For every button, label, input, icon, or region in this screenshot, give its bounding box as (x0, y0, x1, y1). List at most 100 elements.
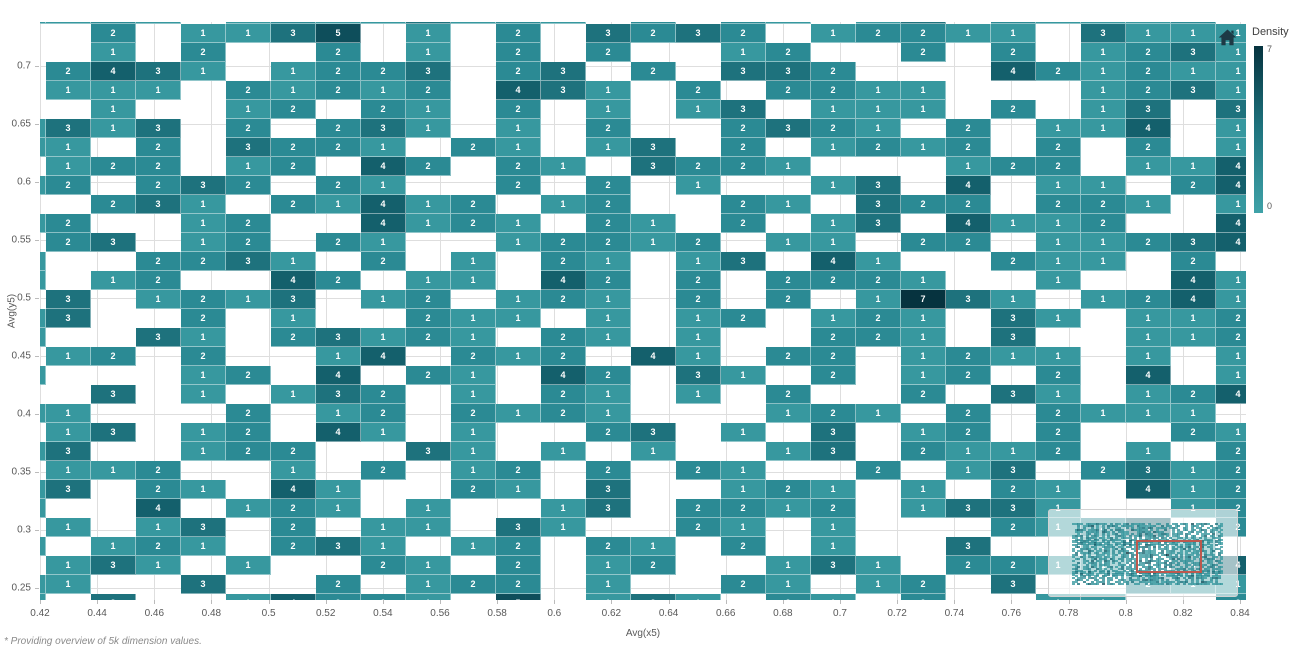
heatmap-cell[interactable]: 3 (811, 556, 856, 575)
heatmap-cell[interactable]: 2 (541, 290, 586, 309)
heatmap-cell[interactable]: 2 (721, 214, 766, 233)
heatmap-cell[interactable]: 1 (40, 252, 46, 271)
heatmap-cell[interactable]: 1 (766, 575, 811, 594)
heatmap-cell[interactable]: 1 (361, 176, 406, 195)
heatmap-cell[interactable]: 1 (271, 461, 316, 480)
heatmap-cell[interactable]: 3 (1171, 233, 1216, 252)
heatmap-cell[interactable]: 2 (406, 157, 451, 176)
heatmap-cell[interactable]: 2 (136, 176, 181, 195)
heatmap-cell[interactable]: 2 (406, 81, 451, 100)
heatmap-cell[interactable]: 2 (676, 290, 721, 309)
heatmap-cell[interactable]: 2 (1171, 22, 1216, 24)
heatmap-cell[interactable]: 3 (496, 518, 541, 537)
heatmap-cell[interactable]: 4 (1171, 290, 1216, 309)
heatmap-cell[interactable]: 2 (271, 537, 316, 556)
heatmap-cell[interactable]: 1 (541, 157, 586, 176)
heatmap-cell[interactable]: 2 (946, 138, 991, 157)
heatmap-cell[interactable]: 1 (91, 537, 136, 556)
heatmap-cell[interactable]: 3 (631, 594, 676, 600)
heatmap-cell[interactable]: 3 (586, 24, 631, 43)
heatmap-cell[interactable]: 4 (1216, 176, 1246, 195)
heatmap-cell[interactable]: 1 (40, 138, 46, 157)
heatmap-cell[interactable]: 1 (766, 499, 811, 518)
heatmap-cell[interactable]: 2 (1126, 62, 1171, 81)
heatmap-cell[interactable]: 1 (586, 290, 631, 309)
heatmap-cell[interactable]: 1 (901, 423, 946, 442)
heatmap-cell[interactable]: 2 (766, 290, 811, 309)
heatmap-cell[interactable]: 2 (181, 290, 226, 309)
heatmap-cell[interactable]: 2 (811, 499, 856, 518)
heatmap-cell[interactable]: 1 (1081, 290, 1126, 309)
heatmap-cell[interactable]: 2 (361, 594, 406, 600)
heatmap-cell[interactable]: 2 (1216, 594, 1246, 600)
heatmap-cell[interactable]: 1 (136, 22, 181, 24)
heatmap-cell[interactable]: 1 (40, 214, 46, 233)
heatmap-cell[interactable]: 1 (946, 157, 991, 176)
heatmap-cell[interactable]: 1 (901, 347, 946, 366)
heatmap-cell[interactable]: 2 (811, 81, 856, 100)
heatmap-cell[interactable]: 2 (136, 537, 181, 556)
heatmap-cell[interactable]: 3 (811, 423, 856, 442)
heatmap-cell[interactable]: 2 (316, 81, 361, 100)
heatmap-cell[interactable]: 1 (856, 290, 901, 309)
heatmap-cell[interactable]: 2 (946, 556, 991, 575)
heatmap-cell[interactable]: 4 (946, 176, 991, 195)
heatmap-cell[interactable]: 1 (451, 442, 496, 461)
heatmap-cell[interactable]: 1 (1216, 290, 1246, 309)
heatmap-cell[interactable]: 1 (361, 233, 406, 252)
heatmap-cell[interactable]: 1 (766, 22, 811, 24)
heatmap-cell[interactable]: 1 (181, 328, 226, 347)
heatmap-cell[interactable]: 1 (631, 442, 676, 461)
heatmap-cell[interactable]: 1 (1081, 233, 1126, 252)
heatmap-cell[interactable]: 1 (1171, 480, 1216, 499)
heatmap-cell[interactable]: 3 (46, 290, 91, 309)
heatmap-cell[interactable]: 1 (136, 290, 181, 309)
heatmap-cell[interactable]: 1 (1036, 385, 1081, 404)
heatmap-cell[interactable]: 5 (316, 24, 361, 43)
heatmap-cell[interactable]: 2 (226, 233, 271, 252)
heatmap-cell[interactable]: 2 (631, 22, 676, 24)
heatmap-cell[interactable]: 2 (856, 271, 901, 290)
heatmap-cell[interactable]: 3 (856, 195, 901, 214)
heatmap-cell[interactable]: 1 (1216, 43, 1246, 62)
heatmap-cell[interactable]: 1 (271, 62, 316, 81)
heatmap-cell[interactable]: 2 (946, 347, 991, 366)
heatmap-cell[interactable]: 3 (136, 195, 181, 214)
heatmap-cell[interactable]: 1 (901, 138, 946, 157)
heatmap-cell[interactable]: 3 (991, 385, 1036, 404)
heatmap-cell[interactable]: 1 (1081, 62, 1126, 81)
heatmap-cell[interactable]: 2 (586, 366, 631, 385)
heatmap-cell[interactable]: 1 (586, 575, 631, 594)
heatmap-cell[interactable]: 4 (271, 594, 316, 600)
heatmap-cell[interactable]: 2 (1126, 43, 1171, 62)
heatmap-cell[interactable]: 1 (631, 233, 676, 252)
heatmap-cell[interactable]: 3 (676, 366, 721, 385)
heatmap-cell[interactable]: 1 (271, 309, 316, 328)
heatmap-cell[interactable]: 1 (46, 518, 91, 537)
heatmap-cell[interactable]: 1 (991, 290, 1036, 309)
heatmap-cell[interactable]: 3 (541, 81, 586, 100)
heatmap-cell[interactable]: 2 (676, 499, 721, 518)
heatmap-cell[interactable]: 2 (136, 461, 181, 480)
heatmap-cell[interactable]: 1 (316, 480, 361, 499)
heatmap-cell[interactable]: 2 (271, 442, 316, 461)
heatmap-cell[interactable]: 7 (901, 290, 946, 309)
heatmap-cell[interactable]: 1 (766, 404, 811, 423)
heatmap-cell[interactable]: 3 (1171, 81, 1216, 100)
heatmap-cell[interactable]: 3 (46, 480, 91, 499)
heatmap-cell[interactable]: 2 (721, 138, 766, 157)
heatmap-cell[interactable]: 1 (811, 594, 856, 600)
heatmap-cell[interactable]: 2 (586, 271, 631, 290)
heatmap-cell[interactable]: 1 (811, 214, 856, 233)
heatmap-cell[interactable]: 1 (316, 404, 361, 423)
heatmap-cell[interactable]: 2 (316, 233, 361, 252)
heatmap-cell[interactable]: 2 (271, 195, 316, 214)
heatmap-cell[interactable]: 2 (271, 157, 316, 176)
heatmap-cell[interactable]: 2 (451, 480, 496, 499)
heatmap-cell[interactable]: 3 (991, 461, 1036, 480)
heatmap-cell[interactable]: 2 (1081, 461, 1126, 480)
heatmap-cell[interactable]: 2 (991, 157, 1036, 176)
heatmap-cell[interactable]: 1 (721, 461, 766, 480)
heatmap-cell[interactable]: 2 (1216, 461, 1246, 480)
heatmap-cell[interactable]: 2 (46, 214, 91, 233)
